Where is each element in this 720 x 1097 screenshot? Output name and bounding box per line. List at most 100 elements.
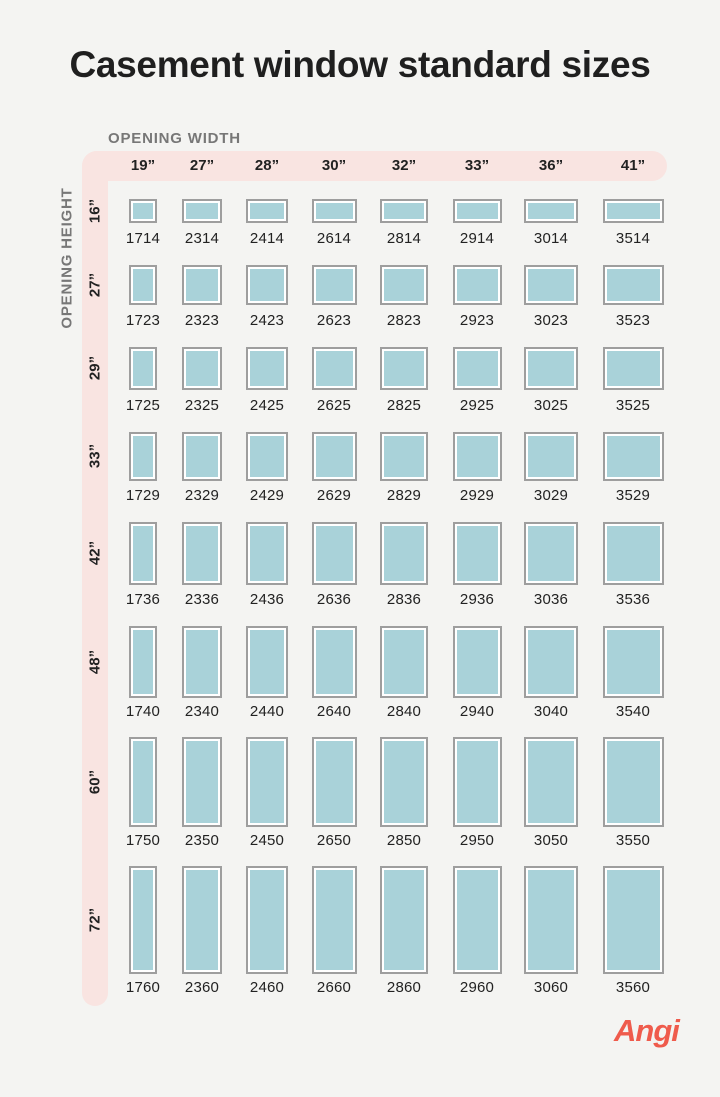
window-glass	[186, 269, 218, 301]
height-header-7: 72”	[86, 907, 104, 933]
size-code: 2823	[386, 312, 422, 329]
window-glass	[316, 741, 353, 823]
size-code: 2360	[184, 979, 220, 996]
size-code: 2329	[184, 487, 220, 504]
size-code: 3025	[533, 397, 569, 414]
window-icon	[182, 737, 222, 827]
window-icon	[453, 866, 502, 974]
window-icon	[246, 522, 288, 585]
window-glass	[316, 526, 353, 581]
window-glass	[250, 269, 284, 301]
width-header-7: 41”	[620, 157, 646, 174]
size-code: 2636	[316, 591, 352, 608]
window-glass	[316, 436, 353, 477]
size-code: 3023	[533, 312, 569, 329]
window-glass	[186, 526, 218, 581]
size-code: 3029	[533, 487, 569, 504]
window-glass	[250, 351, 284, 386]
window-icon	[380, 199, 428, 223]
window-glass	[316, 203, 353, 219]
size-code: 1725	[125, 397, 161, 414]
width-header-band	[82, 151, 667, 181]
window-icon	[312, 522, 357, 585]
size-code: 3040	[533, 703, 569, 720]
width-header-3: 30”	[321, 157, 347, 174]
window-glass	[384, 203, 424, 219]
window-icon	[312, 626, 357, 698]
window-glass	[384, 351, 424, 386]
angi-logo: Angi	[614, 1013, 680, 1048]
size-code: 2414	[249, 230, 285, 247]
size-code: 3014	[533, 230, 569, 247]
window-icon	[603, 432, 664, 481]
size-code: 2429	[249, 487, 285, 504]
width-header-1: 27”	[189, 157, 215, 174]
window-icon	[246, 347, 288, 390]
size-code: 1740	[125, 703, 161, 720]
size-code: 2929	[459, 487, 495, 504]
window-glass	[186, 436, 218, 477]
window-icon	[524, 522, 578, 585]
size-code: 2923	[459, 312, 495, 329]
size-code: 2936	[459, 591, 495, 608]
window-icon	[129, 265, 157, 305]
size-code: 1714	[125, 230, 161, 247]
window-icon	[380, 626, 428, 698]
window-glass	[316, 269, 353, 301]
window-glass	[384, 269, 424, 301]
window-icon	[129, 347, 157, 390]
height-header-band	[82, 151, 108, 1006]
window-icon	[182, 199, 222, 223]
size-code: 1729	[125, 487, 161, 504]
size-code: 2660	[316, 979, 352, 996]
size-code: 2829	[386, 487, 422, 504]
window-icon	[182, 866, 222, 974]
window-glass	[133, 741, 153, 823]
window-glass	[607, 630, 660, 694]
window-glass	[528, 526, 574, 581]
window-icon	[603, 737, 664, 827]
opening-height-label: OPENING HEIGHT	[58, 187, 76, 329]
window-icon	[380, 347, 428, 390]
window-glass	[250, 741, 284, 823]
window-icon	[129, 432, 157, 481]
window-icon	[246, 866, 288, 974]
size-code: 3550	[615, 832, 651, 849]
size-code: 2625	[316, 397, 352, 414]
window-glass	[186, 630, 218, 694]
window-glass	[316, 351, 353, 386]
window-glass	[607, 351, 660, 386]
window-glass	[528, 870, 574, 970]
window-glass	[457, 203, 498, 219]
window-glass	[384, 436, 424, 477]
size-code: 2325	[184, 397, 220, 414]
window-icon	[453, 626, 502, 698]
window-icon	[380, 265, 428, 305]
window-icon	[524, 866, 578, 974]
size-code: 2825	[386, 397, 422, 414]
size-code: 2960	[459, 979, 495, 996]
window-glass	[133, 269, 153, 301]
window-icon	[603, 347, 664, 390]
size-code: 2436	[249, 591, 285, 608]
window-glass	[457, 741, 498, 823]
window-icon	[380, 737, 428, 827]
window-glass	[457, 436, 498, 477]
window-glass	[607, 269, 660, 301]
window-icon	[312, 866, 357, 974]
window-icon	[453, 265, 502, 305]
size-code: 3560	[615, 979, 651, 996]
window-icon	[246, 199, 288, 223]
window-glass	[186, 870, 218, 970]
window-glass	[457, 870, 498, 970]
size-code: 2460	[249, 979, 285, 996]
window-glass	[457, 630, 498, 694]
window-icon	[246, 626, 288, 698]
window-glass	[607, 526, 660, 581]
window-icon	[246, 432, 288, 481]
window-glass	[250, 630, 284, 694]
window-glass	[133, 526, 153, 581]
window-icon	[312, 432, 357, 481]
size-code: 2836	[386, 591, 422, 608]
window-glass	[607, 203, 660, 219]
